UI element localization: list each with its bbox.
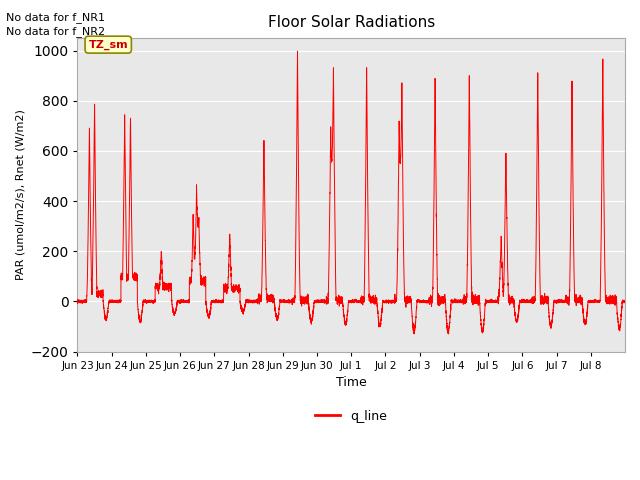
Y-axis label: PAR (umol/m2/s), Rnet (W/m2): PAR (umol/m2/s), Rnet (W/m2) (15, 109, 25, 280)
Title: Floor Solar Radiations: Floor Solar Radiations (268, 15, 435, 30)
Text: No data for f_NR1: No data for f_NR1 (6, 12, 106, 23)
X-axis label: Time: Time (336, 376, 367, 389)
Text: TZ_sm: TZ_sm (88, 39, 128, 50)
Text: No data for f_NR2: No data for f_NR2 (6, 26, 106, 37)
Legend: q_line: q_line (310, 405, 392, 428)
